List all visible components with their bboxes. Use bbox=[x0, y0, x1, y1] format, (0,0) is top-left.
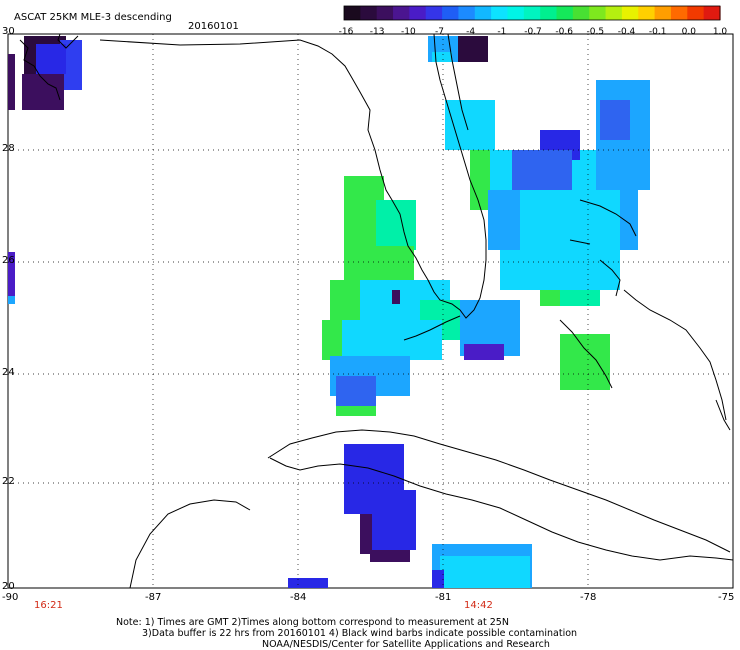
lat-label: 28 bbox=[2, 143, 15, 154]
product-date: 20160101 bbox=[188, 21, 239, 32]
colorbar-cell bbox=[393, 6, 410, 20]
swath-cell bbox=[8, 54, 15, 110]
swath-cell bbox=[445, 100, 495, 150]
colorbar-tick-label: -0.4 bbox=[617, 27, 636, 37]
coastlines bbox=[19, 33, 734, 589]
colorbar-tick-label: -13 bbox=[369, 27, 385, 37]
swath-cell bbox=[520, 190, 620, 250]
lat-label: 24 bbox=[2, 367, 15, 378]
colorbar-tick-label: -0.5 bbox=[586, 27, 605, 37]
colorbar-cell bbox=[556, 6, 574, 20]
colorbar-cell bbox=[540, 6, 558, 20]
colorbar-tick-label: -0.7 bbox=[524, 27, 542, 37]
colorbar-cell bbox=[687, 6, 705, 20]
swath-cell bbox=[512, 150, 572, 190]
colorbar-cell bbox=[507, 6, 525, 20]
swath-cell bbox=[376, 200, 416, 250]
lon-label: -84 bbox=[290, 592, 307, 603]
time-right: 14:42 bbox=[464, 600, 493, 611]
colorbar-cell bbox=[621, 6, 639, 20]
swath-cell bbox=[432, 52, 452, 62]
colorbar-cell bbox=[491, 6, 509, 20]
colorbar-cell bbox=[670, 6, 688, 20]
colorbar-cell bbox=[474, 6, 492, 20]
time-left: 16:21 bbox=[34, 600, 63, 611]
colorbar-tick-label: -16 bbox=[338, 27, 354, 37]
colorbar-cell bbox=[523, 6, 541, 20]
swath-cell bbox=[370, 550, 410, 562]
graticule bbox=[8, 34, 733, 588]
swath-cell bbox=[322, 320, 342, 360]
colorbar-tick-label: -10 bbox=[400, 27, 416, 37]
colorbar-tick-label: 0.0 bbox=[681, 27, 696, 37]
swath-cell bbox=[392, 290, 400, 304]
swath-cell bbox=[464, 344, 504, 360]
colorbar-cell bbox=[703, 6, 721, 20]
lat-label: 22 bbox=[2, 476, 15, 487]
note-line-2: 3)Data buffer is 22 hrs from 20160101 4)… bbox=[142, 628, 578, 639]
swath-cell bbox=[360, 514, 372, 554]
colorbar-cell bbox=[344, 6, 361, 20]
colorbar-cell bbox=[638, 6, 656, 20]
lon-label: -75 bbox=[718, 592, 735, 603]
swath-cell bbox=[8, 296, 15, 304]
swath-cell bbox=[344, 246, 414, 286]
lon-label: -87 bbox=[145, 592, 162, 603]
lat-label: 30 bbox=[2, 26, 15, 37]
colorbar-tick-label: -0.6 bbox=[555, 27, 573, 37]
swath-cell bbox=[432, 570, 444, 588]
colorbar-tick-label: -0.1 bbox=[648, 27, 667, 37]
swath-cell bbox=[560, 290, 600, 306]
colorbar-tick-label: -1 bbox=[497, 27, 507, 37]
colorbar-cell bbox=[458, 6, 476, 20]
colorbar-cell bbox=[409, 6, 427, 20]
colorbar-cell bbox=[572, 6, 590, 20]
swath-cell bbox=[500, 250, 620, 290]
colorbar-tick-label: 1.0 bbox=[712, 27, 728, 37]
colorbar-tick-label: -4 bbox=[466, 27, 476, 37]
colorbar-cell bbox=[654, 6, 672, 20]
colorbar-cell bbox=[376, 6, 394, 20]
note-line-1: Note: 1) Times are GMT 2)Times along bot… bbox=[116, 617, 509, 628]
note-line-3: NOAA/NESDIS/Center for Satellite Applica… bbox=[262, 639, 550, 650]
colorbar-cell bbox=[442, 6, 460, 20]
swath-cell bbox=[440, 556, 530, 588]
swath-cell bbox=[288, 578, 328, 588]
swath-cell bbox=[8, 252, 15, 300]
product-title: ASCAT 25KM MLE-3 descending bbox=[14, 12, 172, 23]
colorbar-cell bbox=[425, 6, 443, 20]
colorbar bbox=[344, 6, 721, 20]
colorbar-cell bbox=[589, 6, 607, 20]
colorbar-tick-label: -7 bbox=[435, 27, 444, 37]
swath-cell bbox=[336, 406, 376, 416]
swath-cell bbox=[36, 44, 66, 74]
lat-label: 20 bbox=[2, 581, 15, 592]
colorbar-cell bbox=[360, 6, 378, 20]
lon-label: -90 bbox=[2, 592, 19, 603]
lon-label: -78 bbox=[580, 592, 597, 603]
swath-cell bbox=[560, 334, 610, 390]
swath-cell bbox=[600, 100, 630, 140]
colorbar-frame bbox=[343, 5, 721, 21]
colorbar-cell bbox=[605, 6, 623, 20]
lat-label: 26 bbox=[2, 255, 15, 266]
lon-label: -81 bbox=[435, 592, 452, 603]
